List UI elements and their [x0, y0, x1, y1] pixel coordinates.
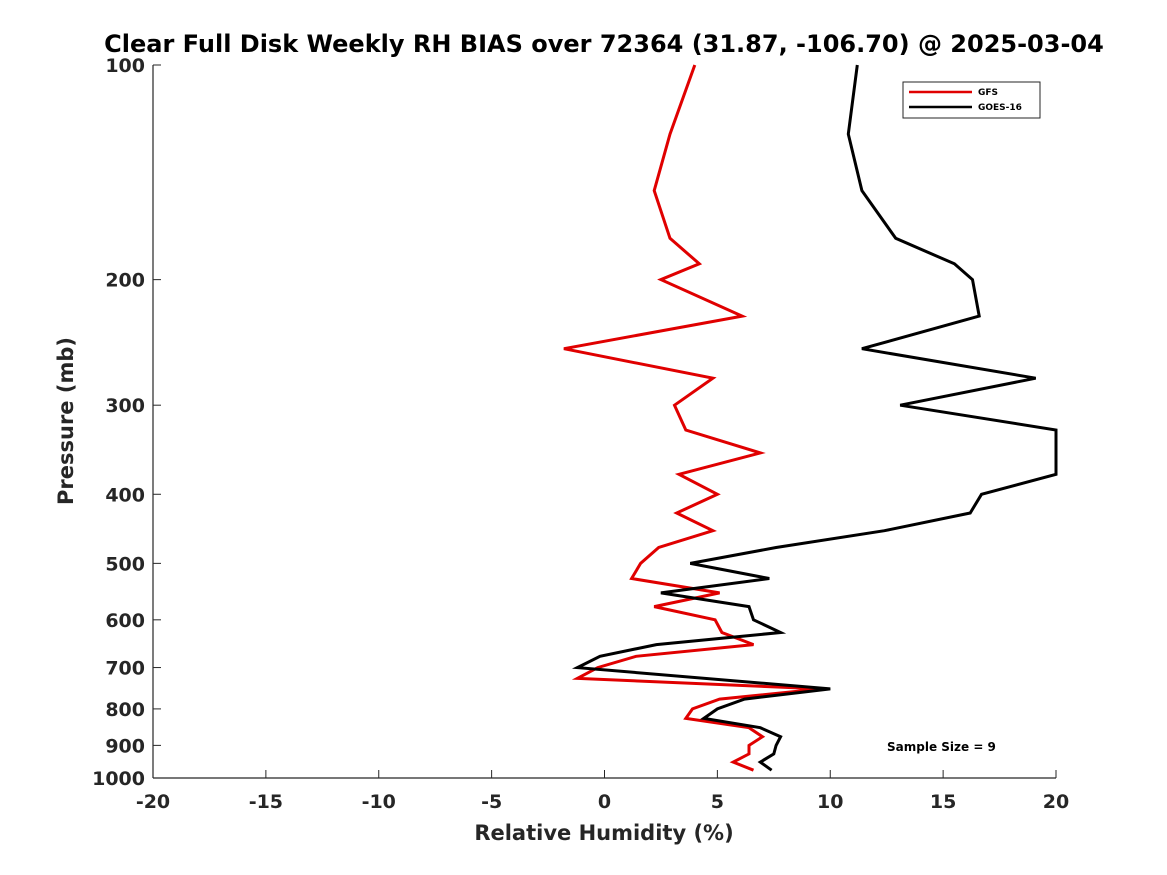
x-tick-label: -20	[136, 791, 170, 813]
x-tick-label: -15	[249, 791, 283, 813]
legend-box	[902, 81, 1041, 119]
x-tick-label: 10	[817, 791, 843, 813]
y-tick-label: 1000	[92, 768, 145, 790]
x-tick-label: -10	[362, 791, 396, 813]
y-tick-label: 300	[105, 395, 145, 417]
x-axis-label: Relative Humidity (%)	[474, 821, 733, 845]
y-tick-label: 600	[105, 610, 145, 632]
y-tick-label: 800	[105, 699, 145, 721]
x-tick-label: 15	[930, 791, 956, 813]
x-tick-label: -5	[481, 791, 502, 813]
series-layer	[563, 64, 1058, 772]
y-tick-label: 400	[105, 484, 145, 506]
x-tick-label: 20	[1043, 791, 1069, 813]
y-tick-label: 100	[105, 55, 145, 77]
y-tick-label: 500	[105, 553, 145, 575]
x-tick-label: 5	[711, 791, 724, 813]
legend: GFS GOES-16	[902, 81, 1041, 119]
series-line-gfs	[563, 64, 822, 772]
chart-title: Clear Full Disk Weekly RH BIAS over 7236…	[104, 30, 1104, 58]
plot-area	[153, 65, 1056, 778]
x-tick-label: 0	[598, 791, 611, 813]
legend-label-gfs: GFS	[978, 88, 998, 98]
y-tick-label: 200	[105, 270, 145, 292]
y-tick-label: 900	[105, 735, 145, 757]
y-tick-label: 700	[105, 658, 145, 680]
sample-size-annotation: Sample Size = 9	[887, 740, 996, 754]
y-axis-label: Pressure (mb)	[54, 337, 78, 505]
legend-label-goes16: GOES-16	[978, 103, 1022, 113]
y-ticks: 100 200 300 400 500 600 700 800 900 1000	[92, 55, 161, 790]
series-line-goes16	[571, 64, 1058, 772]
x-ticks: -20 -15 -10 -5 0 5 10 15 20	[136, 770, 1069, 813]
